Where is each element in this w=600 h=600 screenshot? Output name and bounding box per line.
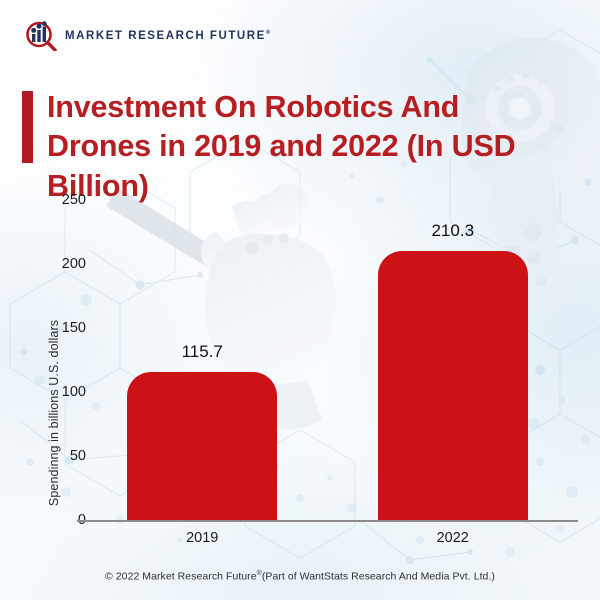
y-tick-label: 150 (61, 320, 86, 336)
footer-text-after: (Part of WantStats Research And Media Pv… (261, 570, 495, 583)
y-axis-ticks: 050100150200250 (46, 192, 86, 530)
bar-value-label: 210.3 (431, 220, 475, 240)
footer-text-before: © 2022 Market Research Future (105, 570, 257, 583)
page-title: Investment On Robotics And Drones in 201… (22, 88, 562, 206)
bar-series: 115.7 210.3 (77, 200, 578, 520)
footer-registered-mark: ® (256, 570, 262, 577)
title-accent-bar (22, 91, 33, 163)
y-tick-label: 100 (61, 384, 86, 400)
bar-chart: Spendinng in billions U.S. dollars 05010… (0, 192, 600, 546)
x-axis-line (77, 520, 578, 522)
x-tick-label: 2019 (186, 530, 219, 546)
brand-name: MARKET RESEARCH FUTURE® (65, 30, 270, 42)
bar-slot: 210.3 (328, 200, 579, 520)
title-text: Investment On Robotics And Drones in 201… (47, 90, 516, 203)
y-tick-label: 200 (61, 256, 86, 272)
bar[interactable] (377, 250, 528, 520)
magnifier-bar-chart-icon (26, 21, 57, 51)
y-tick-label: 250 (61, 192, 86, 208)
bar-slot: 115.7 (77, 200, 328, 520)
brand-logo[interactable]: MARKET RESEARCH FUTURE® (24, 21, 270, 51)
copyright-footer: © 2022 Market Research Future®(Part of W… (0, 570, 600, 583)
brand-name-text: MARKET RESEARCH FUTURE (65, 30, 266, 42)
x-tick-label: 2022 (436, 530, 469, 546)
x-axis-labels: 2019 2022 (77, 530, 578, 546)
y-tick-label: 50 (69, 448, 86, 464)
bar[interactable] (127, 371, 278, 520)
brand-registered-mark: ® (265, 30, 271, 37)
bar-value-label: 115.7 (181, 341, 223, 361)
